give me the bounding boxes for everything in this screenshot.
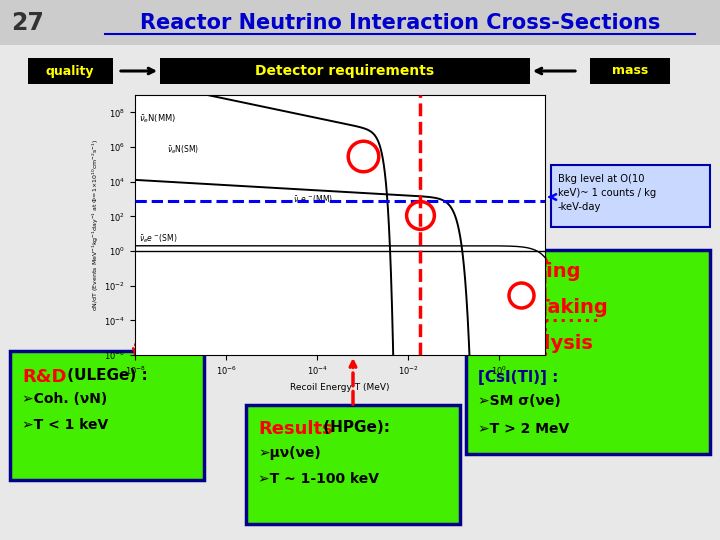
FancyBboxPatch shape (246, 405, 460, 524)
Text: $\bar{\nu}_e e^-$(MM): $\bar{\nu}_e e^-$(MM) (294, 194, 333, 206)
Text: mass: mass (612, 64, 648, 78)
Text: Results: Results (258, 420, 333, 438)
FancyBboxPatch shape (551, 165, 710, 227)
Bar (28, 58, 113, 84)
FancyBboxPatch shape (466, 250, 710, 454)
Y-axis label: dN/dT (Events MeV$^{-1}$kg$^{-1}$day$^{-1}$ at $\Phi$=1$\times$10$^{10}$cm$^{-2}: dN/dT (Events MeV$^{-1}$kg$^{-1}$day$^{-… (91, 139, 102, 311)
FancyBboxPatch shape (10, 351, 204, 480)
Text: 27: 27 (12, 11, 45, 35)
Text: Data Taking: Data Taking (478, 298, 608, 317)
Text: Detector requirements: Detector requirements (256, 64, 435, 78)
Text: (HPGe):: (HPGe): (318, 420, 390, 435)
Text: ➢SM σ(νe): ➢SM σ(νe) (478, 394, 561, 408)
Text: ➢T < 1 keV: ➢T < 1 keV (22, 418, 108, 432)
Text: quality: quality (46, 64, 94, 78)
Text: [CsI(Tl)] :: [CsI(Tl)] : (478, 370, 559, 385)
Bar (0, 0, 720, 45)
Text: Reactor Neutrino Interaction Cross-Sections: Reactor Neutrino Interaction Cross-Secti… (140, 13, 660, 33)
X-axis label: Recoil Energy T (MeV): Recoil Energy T (MeV) (290, 383, 390, 391)
Text: ➢μν(νe): ➢μν(νe) (258, 446, 320, 460)
Text: Bkg level at O(10
keV)~ 1 counts / kg
-keV-day: Bkg level at O(10 keV)~ 1 counts / kg -k… (558, 174, 656, 212)
Text: (ULEGe) :: (ULEGe) : (62, 368, 148, 383)
Bar (590, 58, 670, 84)
Text: $\bar{\nu}_e e^-$(SM): $\bar{\nu}_e e^-$(SM) (139, 233, 177, 245)
Text: ➢Coh. (νN): ➢Coh. (νN) (22, 392, 107, 406)
Text: On-Going: On-Going (478, 262, 580, 281)
Text: $\bar{\nu}_e$N(SM): $\bar{\nu}_e$N(SM) (167, 143, 199, 156)
Text: $\bar{\nu}_e$N(MM): $\bar{\nu}_e$N(MM) (139, 112, 176, 125)
Text: ➢T > 2 MeV: ➢T > 2 MeV (478, 422, 570, 436)
Bar (160, 58, 530, 84)
Text: & Analysis: & Analysis (478, 334, 593, 353)
Text: R&D: R&D (22, 368, 66, 386)
Text: ➢T ~ 1-100 keV: ➢T ~ 1-100 keV (258, 472, 379, 486)
